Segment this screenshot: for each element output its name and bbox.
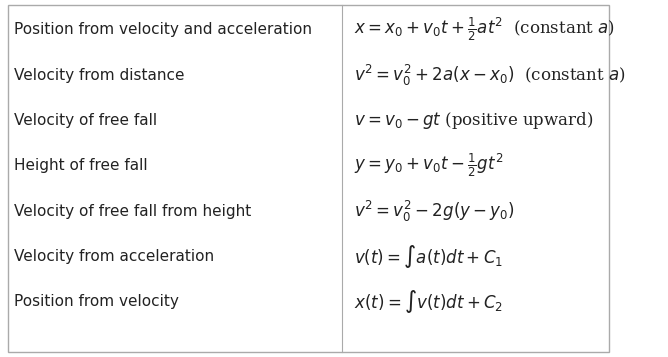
Text: $v = v_0 - gt$ (positive upward): $v = v_0 - gt$ (positive upward) [354,110,594,131]
Text: Position from velocity: Position from velocity [13,294,178,309]
Text: Velocity from distance: Velocity from distance [13,67,184,82]
Text: Velocity of free fall: Velocity of free fall [13,113,157,128]
Text: Height of free fall: Height of free fall [13,158,147,173]
Text: Velocity of free fall from height: Velocity of free fall from height [13,203,251,218]
Text: $x = x_0 + v_0 t + \frac{1}{2}at^2$  (constant $a$): $x = x_0 + v_0 t + \frac{1}{2}at^2$ (con… [354,16,615,44]
Text: $y = y_0 + v_0 t - \frac{1}{2}gt^2$: $y = y_0 + v_0 t - \frac{1}{2}gt^2$ [354,152,504,180]
Text: Velocity from acceleration: Velocity from acceleration [13,249,214,264]
Text: $v^2 = v_0^2 + 2a(x - x_0)$  (constant $a$): $v^2 = v_0^2 + 2a(x - x_0)$ (constant $a… [354,62,626,87]
Text: Position from velocity and acceleration: Position from velocity and acceleration [13,22,312,37]
Text: $v(t) = \int a(t)dt + C_1$: $v(t) = \int a(t)dt + C_1$ [354,243,503,270]
Text: $x(t) = \int v(t)dt + C_2$: $x(t) = \int v(t)dt + C_2$ [354,288,503,315]
Text: $v^2 = v_0^2 - 2g(y - y_0)$: $v^2 = v_0^2 - 2g(y - y_0)$ [354,198,515,223]
